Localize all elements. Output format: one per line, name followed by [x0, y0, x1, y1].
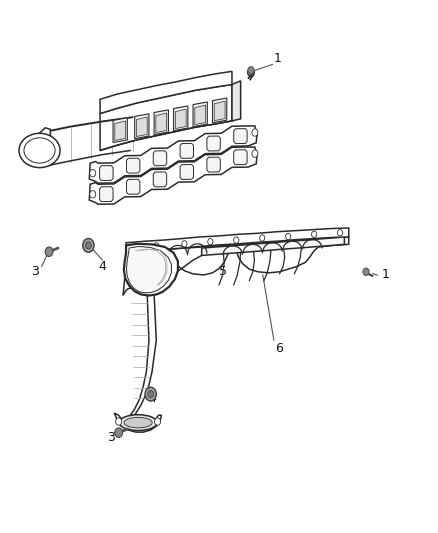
Polygon shape: [232, 81, 240, 121]
Polygon shape: [89, 147, 257, 204]
Polygon shape: [127, 246, 171, 293]
Circle shape: [90, 191, 96, 198]
Polygon shape: [180, 165, 194, 180]
Polygon shape: [180, 143, 194, 158]
Text: 1: 1: [381, 268, 389, 281]
Polygon shape: [214, 101, 225, 120]
Polygon shape: [154, 110, 168, 135]
Polygon shape: [153, 172, 167, 187]
Polygon shape: [202, 237, 344, 255]
Circle shape: [90, 169, 96, 177]
Polygon shape: [100, 71, 232, 114]
Polygon shape: [127, 179, 140, 194]
Circle shape: [208, 239, 213, 245]
Polygon shape: [126, 228, 349, 252]
Text: 3: 3: [31, 265, 39, 278]
Circle shape: [182, 241, 187, 247]
Text: 1: 1: [273, 52, 281, 64]
Circle shape: [45, 247, 53, 256]
Polygon shape: [175, 109, 186, 128]
Polygon shape: [127, 158, 140, 173]
Circle shape: [83, 239, 94, 252]
Circle shape: [248, 67, 254, 74]
Circle shape: [363, 268, 369, 276]
Circle shape: [252, 150, 258, 157]
Polygon shape: [115, 121, 126, 140]
Ellipse shape: [119, 415, 157, 431]
Polygon shape: [234, 128, 247, 143]
Circle shape: [116, 418, 122, 425]
Polygon shape: [153, 151, 167, 166]
Text: 3: 3: [107, 431, 115, 445]
Polygon shape: [124, 244, 178, 295]
Circle shape: [145, 387, 156, 401]
Circle shape: [234, 237, 239, 243]
Circle shape: [247, 68, 254, 77]
Polygon shape: [100, 166, 113, 181]
Polygon shape: [173, 106, 188, 131]
Text: 4: 4: [148, 392, 156, 405]
Circle shape: [311, 231, 317, 238]
Polygon shape: [234, 150, 247, 165]
Polygon shape: [134, 114, 149, 139]
Ellipse shape: [124, 417, 152, 428]
Circle shape: [115, 428, 123, 438]
Polygon shape: [113, 118, 127, 142]
Text: 4: 4: [98, 260, 106, 273]
Text: 5: 5: [219, 265, 227, 278]
Circle shape: [260, 235, 265, 241]
Ellipse shape: [19, 133, 60, 167]
Polygon shape: [100, 187, 113, 201]
Polygon shape: [123, 237, 349, 295]
Polygon shape: [207, 136, 220, 151]
Circle shape: [148, 391, 154, 398]
Polygon shape: [100, 85, 232, 150]
Circle shape: [252, 129, 258, 136]
Polygon shape: [89, 126, 257, 183]
Polygon shape: [212, 98, 227, 123]
Polygon shape: [131, 286, 156, 415]
Polygon shape: [193, 102, 207, 127]
Polygon shape: [39, 128, 50, 167]
Circle shape: [338, 230, 343, 236]
Polygon shape: [156, 113, 167, 133]
Polygon shape: [114, 413, 162, 432]
Polygon shape: [136, 117, 147, 136]
Circle shape: [154, 243, 159, 249]
Text: 6: 6: [276, 342, 283, 355]
Polygon shape: [207, 157, 220, 172]
Circle shape: [155, 418, 161, 425]
Circle shape: [286, 233, 291, 240]
Ellipse shape: [24, 138, 55, 163]
Polygon shape: [195, 105, 205, 125]
Circle shape: [128, 244, 133, 251]
Text: 2: 2: [165, 94, 173, 107]
Circle shape: [85, 241, 92, 249]
